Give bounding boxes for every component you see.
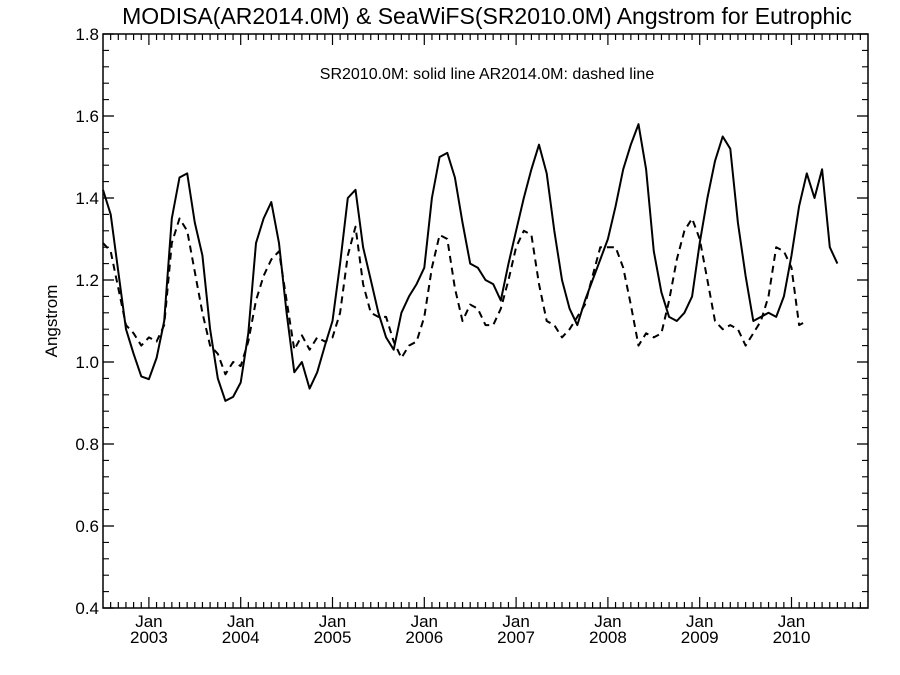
x-tick-month-label: Jan	[227, 612, 254, 631]
line-style-annotation: SR2010.0M: solid line AR2014.0M: dashed …	[320, 66, 655, 83]
x-tick-month-label: Jan	[502, 612, 529, 631]
x-tick-month-label: Jan	[135, 612, 162, 631]
x-tick-year-label: 2004	[222, 628, 260, 647]
y-tick-label: 0.6	[75, 517, 99, 536]
series-line-sr2010-0m	[102, 123, 839, 402]
series-lines	[102, 123, 839, 402]
x-axis: Jan2003Jan2004Jan2005Jan2006Jan2007Jan20…	[110, 34, 861, 647]
series-line-ar2014-0m	[102, 217, 808, 376]
x-tick-year-label: 2007	[497, 628, 535, 647]
y-tick-label: 1.2	[75, 271, 99, 290]
x-tick-month-label: Jan	[594, 612, 621, 631]
x-tick-month-label: Jan	[686, 612, 713, 631]
chart-title: MODISA(AR2014.0M) & SeaWiFS(SR2010.0M) A…	[122, 3, 852, 29]
x-tick-month-label: Jan	[411, 612, 438, 631]
y-tick-label: 1.6	[75, 107, 99, 126]
y-axis-label: Angstrom	[42, 285, 61, 358]
x-tick-year-label: 2006	[405, 628, 443, 647]
x-tick-year-label: 2003	[130, 628, 168, 647]
x-tick-year-label: 2009	[681, 628, 719, 647]
x-tick-year-label: 2010	[773, 628, 811, 647]
x-tick-year-label: 2008	[589, 628, 627, 647]
y-tick-label: 1.0	[75, 353, 99, 372]
y-tick-label: 1.8	[75, 25, 99, 44]
x-tick-month-label: Jan	[319, 612, 346, 631]
y-tick-label: 1.4	[75, 189, 99, 208]
y-tick-label: 0.4	[75, 599, 99, 618]
x-tick-year-label: 2005	[314, 628, 352, 647]
x-tick-month-label: Jan	[778, 612, 805, 631]
y-axis: 0.4 0.6 0.8 1.0 1.2 1.4 1.6 1.8	[75, 25, 868, 618]
y-tick-label: 0.8	[75, 435, 99, 454]
